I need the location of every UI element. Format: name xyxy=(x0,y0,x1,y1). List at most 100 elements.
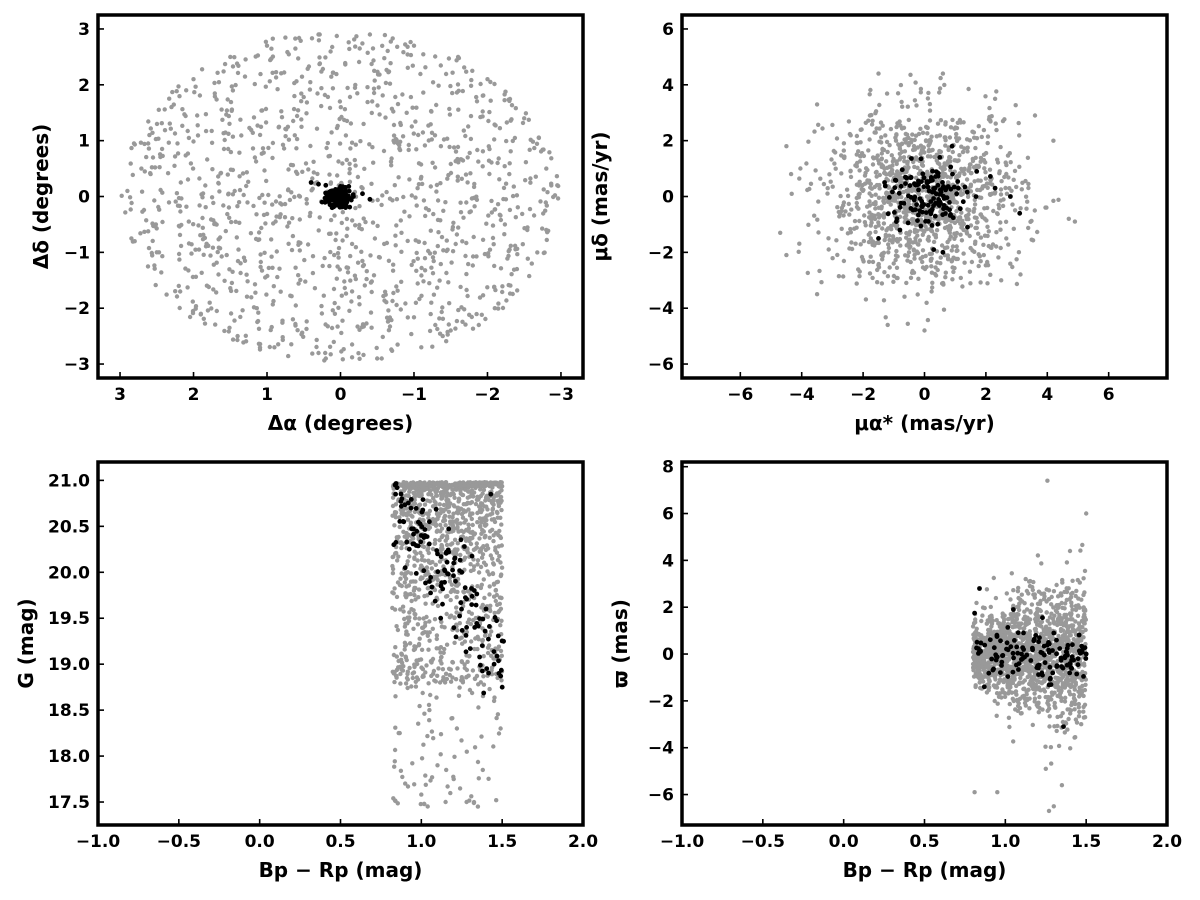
field-star-point xyxy=(411,588,417,593)
field-star-point xyxy=(527,147,532,152)
field-star-point xyxy=(399,249,404,254)
field-star-point xyxy=(993,121,998,126)
field-star-point xyxy=(251,203,256,209)
field-star-point xyxy=(347,171,352,176)
field-star-point xyxy=(230,192,236,197)
field-star-point xyxy=(372,78,377,83)
field-star-point xyxy=(478,81,483,87)
field-star-point xyxy=(349,289,355,294)
field-star-point xyxy=(434,189,439,194)
field-star-point xyxy=(908,72,913,78)
field-star-point xyxy=(461,215,466,220)
field-star-point xyxy=(295,108,301,113)
field-star-point xyxy=(352,157,357,163)
field-star-point xyxy=(545,190,550,195)
field-star-point xyxy=(876,240,881,246)
field-star-point xyxy=(332,213,337,218)
field-star-point xyxy=(230,337,236,342)
field-star-point xyxy=(399,657,404,662)
field-star-point xyxy=(412,509,418,515)
member-star-point xyxy=(433,506,439,512)
field-star-point xyxy=(505,256,510,261)
field-star-point xyxy=(488,98,493,103)
field-star-point xyxy=(415,186,420,191)
field-star-point xyxy=(334,125,340,131)
field-star-point xyxy=(825,186,830,191)
field-star-point xyxy=(497,595,503,600)
field-star-point xyxy=(460,239,465,244)
field-star-point xyxy=(152,165,158,170)
field-star-point xyxy=(448,161,453,167)
field-star-point xyxy=(897,236,903,242)
member-star-point xyxy=(947,200,952,205)
field-star-point xyxy=(392,586,397,591)
field-star-point xyxy=(451,776,456,782)
field-star-point xyxy=(352,273,358,278)
field-star-point xyxy=(496,301,501,306)
field-star-point xyxy=(540,226,545,231)
field-star-point xyxy=(945,224,950,230)
field-star-point xyxy=(498,494,504,500)
field-star-point xyxy=(886,250,891,255)
field-star-point xyxy=(469,492,474,497)
field-star-point xyxy=(244,170,249,175)
field-star-point xyxy=(832,161,837,166)
field-star-point xyxy=(146,119,151,124)
field-star-point xyxy=(327,344,333,349)
field-star-point xyxy=(872,216,878,222)
field-star-point xyxy=(450,716,455,721)
field-star-point xyxy=(902,294,907,299)
field-star-point xyxy=(191,77,196,82)
field-star-point xyxy=(882,270,887,275)
field-star-point xyxy=(898,243,903,248)
field-star-point xyxy=(835,252,840,258)
field-star-point xyxy=(480,237,486,242)
member-star-point xyxy=(419,524,425,530)
field-star-point xyxy=(973,145,978,151)
member-star-point xyxy=(931,203,936,209)
field-star-point xyxy=(819,280,824,285)
field-star-point xyxy=(216,272,221,277)
field-star-point xyxy=(391,133,397,138)
field-star-point xyxy=(418,550,423,555)
field-star-point xyxy=(987,105,992,111)
field-star-point xyxy=(425,586,430,591)
field-star-point xyxy=(1024,206,1029,211)
field-star-point xyxy=(168,126,173,131)
field-star-point xyxy=(128,161,133,166)
field-star-point xyxy=(502,98,507,103)
field-star-point xyxy=(983,170,988,175)
field-star-point xyxy=(485,650,491,656)
field-star-point xyxy=(853,163,858,168)
field-star-point xyxy=(994,89,999,94)
field-star-point xyxy=(438,261,443,267)
member-star-point xyxy=(937,187,943,193)
field-star-point xyxy=(204,283,210,288)
field-star-point xyxy=(971,130,977,135)
field-star-point xyxy=(873,201,878,207)
field-star-point xyxy=(386,258,392,263)
field-star-point xyxy=(448,589,454,595)
field-star-point xyxy=(150,130,155,135)
field-star-point xyxy=(299,91,304,96)
field-star-point xyxy=(216,237,221,242)
field-star-point xyxy=(452,615,457,620)
field-star-point xyxy=(866,259,872,264)
field-star-point xyxy=(470,529,475,535)
field-star-point xyxy=(353,163,358,168)
field-star-point xyxy=(988,272,993,277)
field-star-point xyxy=(528,180,533,185)
field-star-point xyxy=(269,254,274,259)
field-star-point xyxy=(826,247,831,252)
x-tick-label: −4 xyxy=(789,385,815,405)
field-star-point xyxy=(397,142,402,148)
field-star-point xyxy=(160,219,165,225)
field-star-point xyxy=(414,658,419,663)
field-star-point xyxy=(422,502,428,507)
field-star-point xyxy=(474,94,479,100)
field-star-point xyxy=(405,677,410,682)
field-star-point xyxy=(394,654,399,659)
field-star-point xyxy=(269,46,274,51)
member-star-point xyxy=(334,191,340,197)
field-star-point xyxy=(336,305,341,310)
